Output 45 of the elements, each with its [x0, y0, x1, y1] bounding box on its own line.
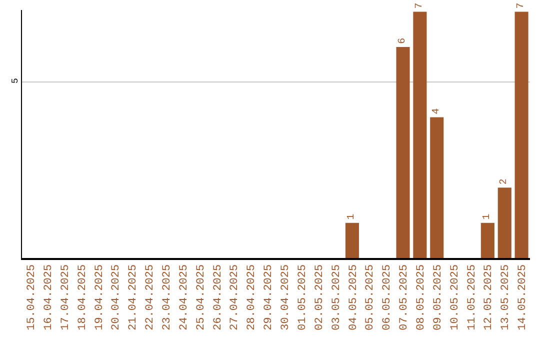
- data-label: 7: [516, 2, 528, 9]
- x-tick-label: 18.04.2025: [76, 264, 89, 330]
- y-tick-label: 5: [10, 78, 20, 84]
- data-label: 2: [499, 178, 510, 185]
- x-tick-label: 28.04.2025: [246, 264, 258, 330]
- x-tick-label: 08.05.2025: [416, 264, 428, 330]
- x-tick-label: 19.04.2025: [94, 264, 106, 330]
- x-tick-label: 09.05.2025: [432, 264, 444, 330]
- x-tick-label: 12.05.2025: [483, 264, 496, 330]
- data-label: 4: [431, 108, 442, 114]
- data-label: 7: [414, 2, 426, 9]
- data-label: 6: [398, 38, 408, 44]
- x-tick-label: 22.04.2025: [144, 264, 157, 330]
- bar: [480, 222, 494, 258]
- x-tick-label: 26.04.2025: [212, 264, 224, 330]
- x-tick-label: 30.04.2025: [280, 264, 292, 330]
- x-tick-label: 23.04.2025: [162, 264, 174, 330]
- x-tick-label: 25.04.2025: [195, 264, 208, 330]
- bar: [396, 46, 410, 258]
- x-tick-label: 17.04.2025: [60, 264, 72, 330]
- x-tick-label: 01.05.2025: [296, 264, 309, 330]
- bar: [498, 188, 512, 258]
- x-tick-label: 05.05.2025: [364, 264, 377, 330]
- data-label: 1: [346, 214, 358, 220]
- bar: [430, 117, 444, 258]
- data-label: 1: [482, 214, 494, 220]
- x-tick-label: 11.05.2025: [466, 264, 478, 330]
- x-tick-label: 07.05.2025: [398, 264, 411, 330]
- x-tick-label: 03.05.2025: [330, 264, 343, 330]
- x-tick-label: 20.04.2025: [110, 264, 123, 330]
- bar: [514, 12, 528, 258]
- x-tick-label: 13.05.2025: [500, 264, 512, 330]
- bar: [413, 12, 427, 258]
- x-tick-label: 29.04.2025: [263, 264, 276, 330]
- bar: [345, 222, 359, 258]
- x-tick-label: 02.05.2025: [314, 264, 326, 330]
- x-tick-label: 04.05.2025: [348, 264, 360, 330]
- x-tick-label: 24.04.2025: [178, 264, 190, 330]
- x-tick-label: 21.04.2025: [128, 264, 140, 330]
- x-tick-label: 16.04.2025: [42, 264, 55, 330]
- x-tick-label: 27.04.2025: [229, 264, 242, 330]
- x-tick-label: 14.05.2025: [517, 264, 530, 330]
- x-tick-label: 06.05.2025: [382, 264, 394, 330]
- x-tick-label: 10.05.2025: [449, 264, 462, 330]
- x-tick-label: 15.04.2025: [26, 264, 38, 330]
